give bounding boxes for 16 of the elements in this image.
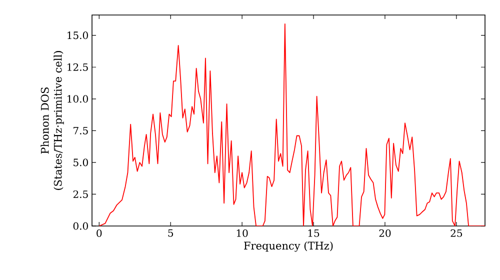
y-tick-label: 15.0	[68, 32, 88, 40]
y-axis-title: Phonon DOS (States/THz·primitive cell)	[40, 51, 64, 190]
x-axis-title: Frequency (THz)	[244, 241, 333, 252]
x-tick-label: 10	[236, 229, 248, 237]
line-series	[98, 23, 486, 226]
y-tick-label: 7.5	[74, 126, 88, 134]
x-tick-label: 20	[379, 229, 391, 237]
x-tick-label: 0	[96, 229, 102, 237]
x-tick-label: 15	[308, 229, 320, 237]
x-tick-label: 5	[168, 229, 174, 237]
x-tick-label: 25	[450, 229, 462, 237]
y-tick-label: 2.5	[73, 190, 88, 198]
y-tick-label: 5.0	[74, 158, 88, 166]
y-tick-label: 0.0	[73, 222, 88, 230]
y-tick-label: 10.0	[68, 95, 88, 103]
y-tick-label: 12.5	[68, 63, 88, 71]
